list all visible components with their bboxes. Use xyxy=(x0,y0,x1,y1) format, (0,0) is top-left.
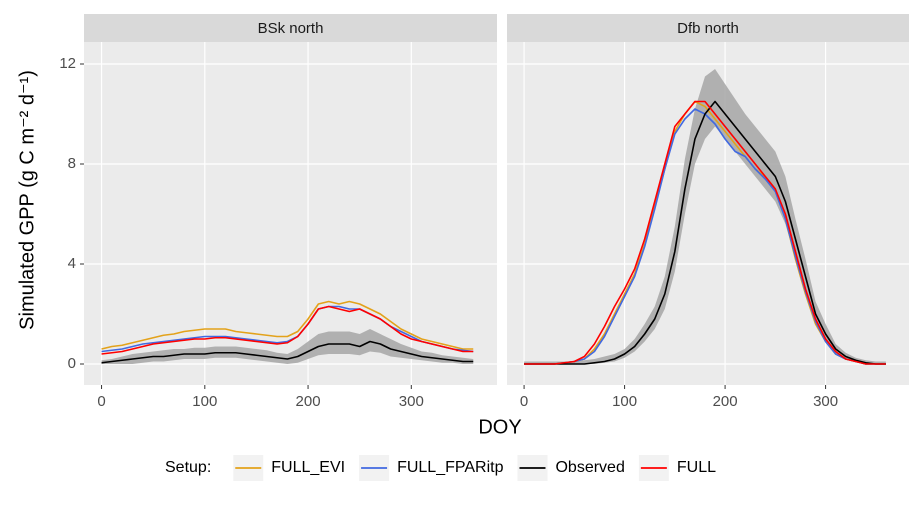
strip xyxy=(84,14,497,42)
series-line xyxy=(524,100,886,365)
x-axis-title: DOY xyxy=(478,416,521,438)
y-tick-label: 12 xyxy=(59,55,76,72)
series-line xyxy=(524,100,886,365)
strip-title: Dfb north xyxy=(677,20,739,37)
series-line xyxy=(101,340,474,364)
strip-title: BSk north xyxy=(258,20,324,37)
series-line xyxy=(101,305,474,355)
x-tick-label: 100 xyxy=(192,393,217,410)
panel xyxy=(84,42,497,385)
strip xyxy=(507,14,909,42)
x-tick-label: 0 xyxy=(97,393,105,410)
x-tick-label: 200 xyxy=(713,393,738,410)
legend-label: Observed xyxy=(555,459,624,476)
y-tick-label: 8 xyxy=(68,155,76,172)
series-line xyxy=(101,300,474,350)
x-tick-label: 0 xyxy=(520,393,528,410)
legend-label: FULL_EVI xyxy=(271,459,345,476)
legend-label: FULL_FPARitp xyxy=(397,459,504,476)
x-tick-label: 300 xyxy=(399,393,424,410)
ribbon xyxy=(524,69,886,364)
series-line xyxy=(101,305,474,353)
y-axis-title: Simulated GPP (g C m⁻² d⁻¹) xyxy=(16,70,38,330)
ribbon xyxy=(101,329,474,364)
x-tick-label: 300 xyxy=(813,393,838,410)
y-tick-label: 0 xyxy=(68,355,76,372)
legend-title: Setup: xyxy=(165,459,211,476)
x-tick-label: 200 xyxy=(296,393,321,410)
y-tick-label: 4 xyxy=(68,255,76,272)
x-tick-label: 100 xyxy=(612,393,637,410)
legend-label: FULL xyxy=(677,459,716,476)
